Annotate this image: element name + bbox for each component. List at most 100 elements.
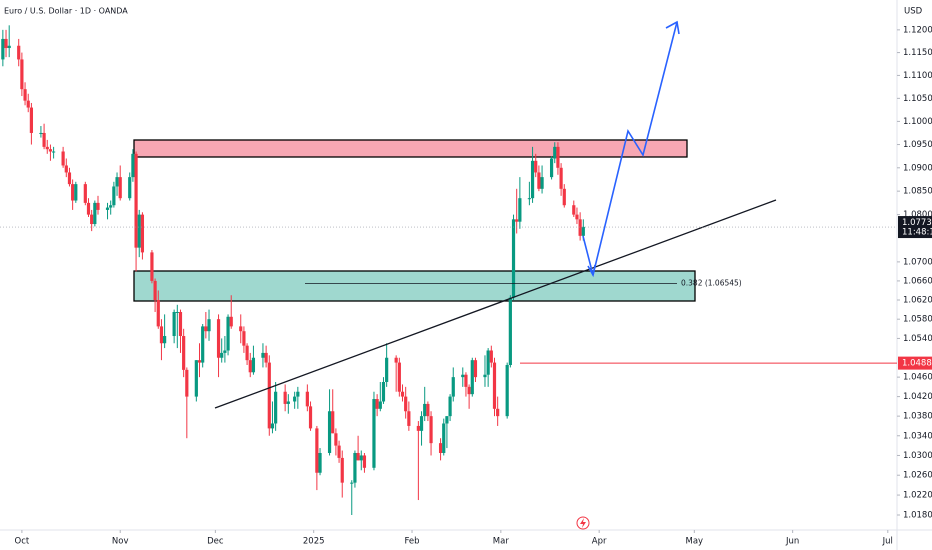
- candle-body: [556, 146, 560, 168]
- y-tick-label: 1.09500: [903, 140, 932, 150]
- current-price-label: 1.07736: [902, 218, 932, 228]
- candle-body: [29, 107, 34, 133]
- candle-body: [356, 452, 360, 461]
- candle-body: [464, 374, 468, 387]
- candle-body: [530, 160, 535, 199]
- current-price-badge: [898, 216, 932, 239]
- candle-body: [553, 146, 557, 159]
- candle-body: [261, 352, 265, 358]
- y-tick-label: 1.06600: [903, 276, 932, 286]
- candle-body: [109, 205, 113, 208]
- candle-body: [362, 455, 367, 468]
- candle-body: [45, 146, 49, 150]
- y-tick-label: 1.07000: [903, 257, 932, 267]
- candle-body: [270, 423, 275, 429]
- candle-body: [340, 457, 344, 483]
- candle-body: [575, 214, 579, 220]
- x-tick-label: Jun: [785, 537, 799, 547]
- x-tick-label: 2025: [303, 537, 325, 547]
- candle-body: [327, 411, 332, 453]
- candle-body: [128, 177, 132, 199]
- candle-body: [470, 360, 474, 395]
- candle-body: [283, 391, 287, 404]
- candle-body: [274, 391, 278, 424]
- y-tick-label: 1.08000: [903, 210, 932, 220]
- candle-body: [251, 357, 256, 373]
- candle-body: [400, 391, 405, 397]
- candle-body: [93, 202, 97, 225]
- candle-body: [67, 172, 72, 185]
- supply-zone: [133, 139, 688, 158]
- fib-label: 0.382 (1.06545): [681, 279, 742, 288]
- candle-body: [267, 362, 271, 429]
- y-tick-label: 1.10500: [903, 94, 932, 104]
- y-tick-label: 1.10000: [903, 117, 932, 127]
- candle-body: [397, 362, 401, 392]
- y-tick-label: 1.05800: [903, 315, 932, 325]
- y-tick-label: 1.04200: [903, 392, 932, 402]
- x-tick-label: Jul: [882, 537, 893, 547]
- candle-body: [197, 360, 202, 363]
- candle-body: [194, 360, 198, 397]
- arrow-head: [587, 264, 596, 278]
- candle-body: [48, 149, 53, 152]
- candle-body: [581, 226, 585, 236]
- y-tick-label: 1.01800: [903, 510, 932, 520]
- candle-body: [163, 336, 167, 344]
- candle-body: [537, 172, 541, 189]
- candle-body: [419, 416, 424, 431]
- candle-body: [416, 425, 420, 431]
- candle-body: [115, 177, 119, 187]
- x-tick-label: May: [686, 537, 704, 547]
- candle-body: [549, 158, 554, 178]
- candle-body: [248, 360, 252, 373]
- candle-body: [350, 482, 354, 484]
- candle-body: [331, 411, 335, 434]
- candle-body: [508, 297, 512, 366]
- y-tick-label: 1.04600: [903, 373, 932, 383]
- candle-body: [204, 326, 208, 332]
- candle-body: [385, 357, 389, 382]
- candle-body: [483, 374, 487, 378]
- candle-body: [511, 219, 516, 298]
- candle-body: [229, 316, 233, 327]
- candle-body: [318, 452, 322, 473]
- candle-body: [4, 38, 8, 49]
- candle-body: [486, 350, 490, 375]
- candle-body: [296, 391, 300, 397]
- candle-body: [71, 184, 75, 201]
- y-tick-label: 1.09000: [903, 163, 932, 173]
- candle-body: [185, 369, 189, 397]
- candle-body: [96, 202, 100, 210]
- candle-body: [404, 396, 408, 412]
- candle-body: [540, 177, 544, 189]
- candle-body: [562, 188, 566, 206]
- demand-zone: [133, 270, 696, 302]
- candle-body: [52, 151, 56, 153]
- x-tick-label: Oct: [15, 537, 30, 547]
- x-tick-label: Feb: [404, 537, 419, 547]
- candle-body: [118, 177, 122, 199]
- candle-body: [64, 165, 68, 173]
- candle-body: [223, 350, 227, 353]
- candle-body: [207, 319, 211, 332]
- y-tick-label: 1.03800: [903, 412, 932, 422]
- candle-body: [359, 455, 363, 461]
- candle-body: [140, 214, 145, 253]
- x-tick-label: Dec: [207, 537, 224, 547]
- candle-body: [39, 132, 43, 134]
- y-tick-label: 1.06200: [903, 296, 932, 306]
- candle-body: [264, 352, 268, 363]
- candle-body: [442, 423, 446, 453]
- candle-body: [407, 411, 411, 426]
- candle-body: [423, 403, 427, 417]
- candle-body: [559, 167, 563, 189]
- candle-body: [220, 352, 224, 358]
- candle-body: [134, 153, 138, 248]
- candle-body: [293, 396, 297, 402]
- candle-body: [461, 374, 465, 378]
- candle-body: [61, 151, 65, 166]
- currency-label: USD: [904, 7, 923, 17]
- candle-body: [150, 252, 154, 281]
- candle-body: [239, 326, 243, 332]
